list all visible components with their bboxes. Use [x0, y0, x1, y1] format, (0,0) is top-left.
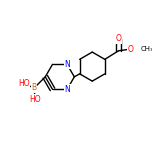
Text: HO: HO: [18, 79, 30, 88]
Text: N: N: [64, 85, 70, 94]
Text: HO: HO: [29, 95, 41, 104]
Text: O: O: [116, 34, 121, 43]
Text: CH₃: CH₃: [141, 46, 152, 52]
Text: B: B: [32, 83, 37, 92]
Text: N: N: [64, 60, 70, 69]
Text: O: O: [128, 45, 133, 54]
